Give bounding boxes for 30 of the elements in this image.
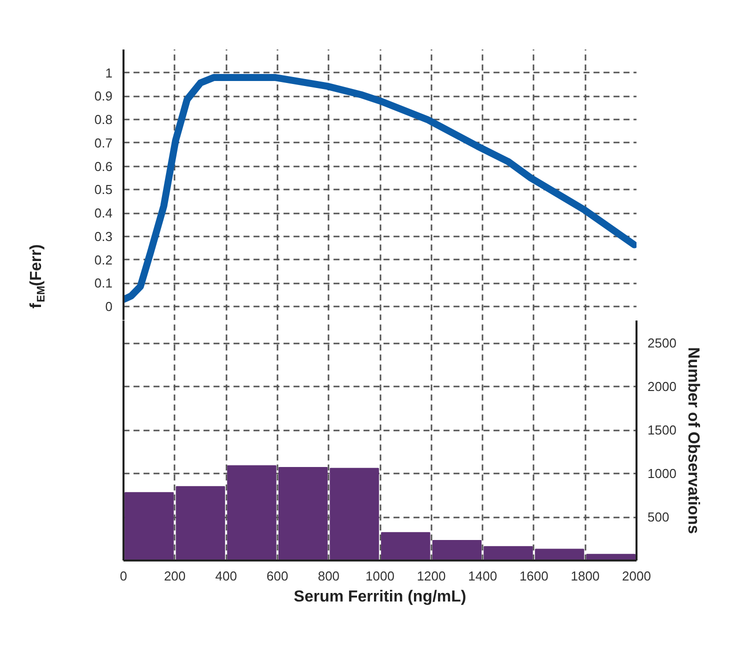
y-tick-label: 0.9 xyxy=(94,88,113,104)
y-tick-label: 0.5 xyxy=(94,182,113,198)
y-tick-label: 0.1 xyxy=(94,276,113,291)
y-tick-label: 0.2 xyxy=(94,252,113,268)
x-tick-label: 0 xyxy=(120,568,128,584)
x-tick-label: 2000 xyxy=(622,568,651,584)
x-tick-label: 200 xyxy=(164,568,186,584)
x-tick-label: 1000 xyxy=(366,568,394,584)
x-tick-label: 1200 xyxy=(416,568,446,584)
y-tick-label: 0.7 xyxy=(94,135,113,150)
x-tick-label: 800 xyxy=(318,568,340,584)
y-axis-title: fEM(Ferr) xyxy=(28,244,48,308)
y-tick-label: 1000 xyxy=(648,466,676,482)
x-tick-label: 600 xyxy=(266,568,288,584)
y-tick-label: 0.4 xyxy=(94,206,113,221)
y-tick-label: 2000 xyxy=(648,379,676,394)
y-tick-label: 0.3 xyxy=(94,228,113,244)
y-tick-label: 0.8 xyxy=(94,112,113,128)
x-tick-label: 1600 xyxy=(519,568,548,584)
y-tick-label: 1 xyxy=(105,65,113,80)
x-axis-title: Serum Ferritin (ng/mL) xyxy=(294,588,466,606)
x-tick-label: 400 xyxy=(215,568,237,584)
y-tick-label: 0 xyxy=(105,298,113,314)
y-tick-label: 500 xyxy=(648,510,670,525)
y-axis-title: Number of Observations xyxy=(684,347,702,534)
x-tick-label: 1400 xyxy=(468,568,498,584)
y-tick-label: 0.6 xyxy=(94,158,113,174)
y-tick-label: 2500 xyxy=(648,336,676,351)
y-tick-label: 1500 xyxy=(648,422,676,438)
x-tick-label: 1800 xyxy=(570,568,600,584)
